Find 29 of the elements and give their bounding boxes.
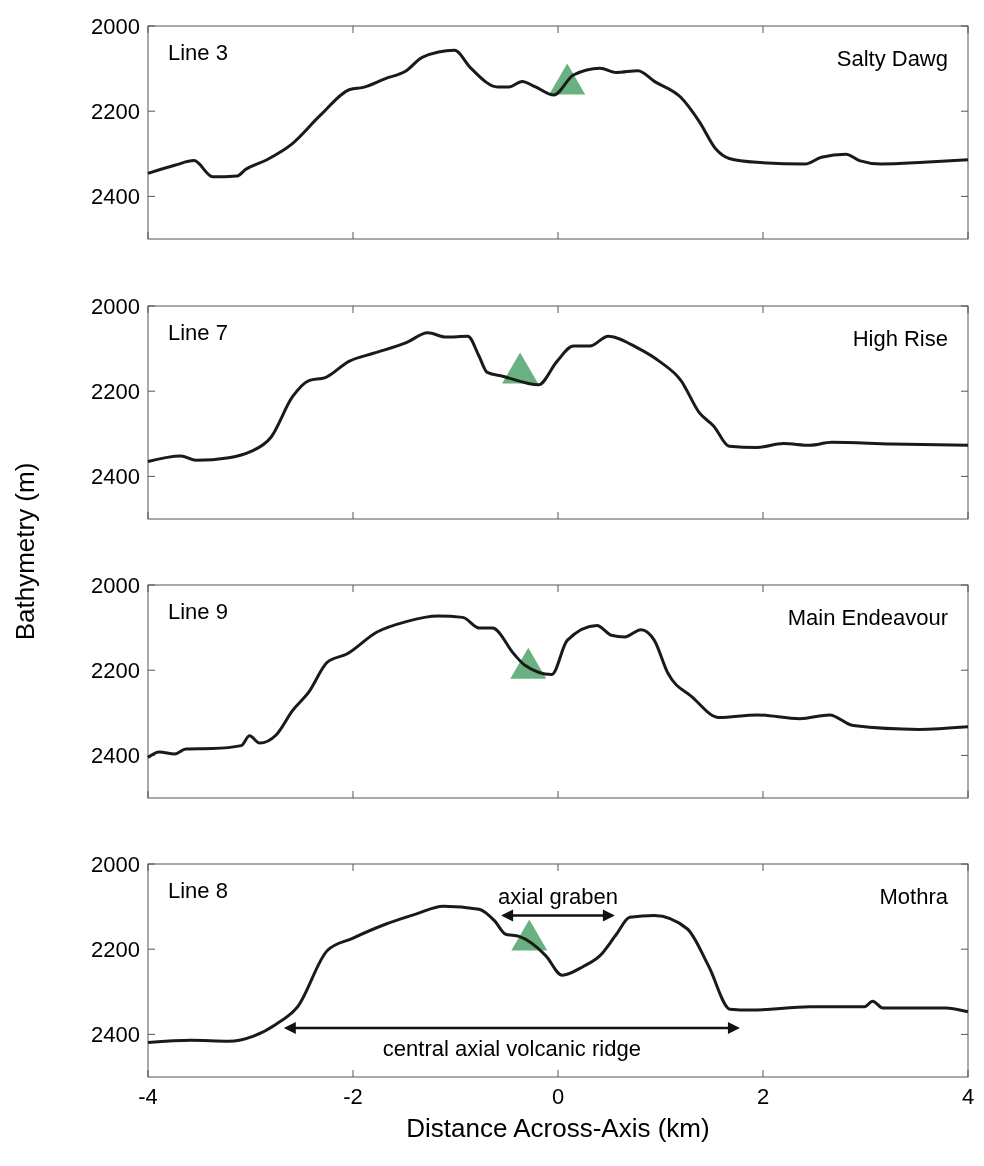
y-tick-label: 2000 [91,573,140,598]
annotation: Mothra [879,884,949,909]
y-tick-label: 2400 [91,184,140,210]
x-tick-label: -4 [138,1084,158,1109]
x-tick-label: -2 [343,1084,363,1109]
text: Line 8 [168,878,228,903]
x-tick-label: 0 [551,1084,565,1109]
x-tick-label: 4 [961,1084,975,1109]
annotation: Main Endeavour [787,605,948,630]
y-tick-label: 2200 [91,99,140,125]
x-axis-title: Distance Across-Axis (km) [406,1113,710,1143]
text: Line 9 [168,599,228,624]
annotation: Salty Dawg [836,46,948,71]
annotation: axial graben [498,883,618,909]
x-tick-label: 2 [756,1084,770,1109]
y-tick-label: 2200 [91,937,140,963]
y-tick-label: 2000 [91,294,140,319]
y-tick-label: 2000 [91,852,140,877]
annotation: central axial volcanic ridge [382,1036,641,1062]
y-tick-label: 2000 [91,14,140,39]
text: Line 3 [168,40,228,65]
y-axis-title: Bathymetry (m) [10,462,40,641]
y-tick-label: 2200 [91,658,140,684]
annotation: High Rise [852,326,948,351]
text: Line 7 [168,320,228,345]
y-tick-label: 2400 [91,1022,140,1048]
y-tick-label: 2400 [91,743,140,769]
y-tick-label: 2200 [91,379,140,405]
y-tick-label: 2400 [91,464,140,490]
